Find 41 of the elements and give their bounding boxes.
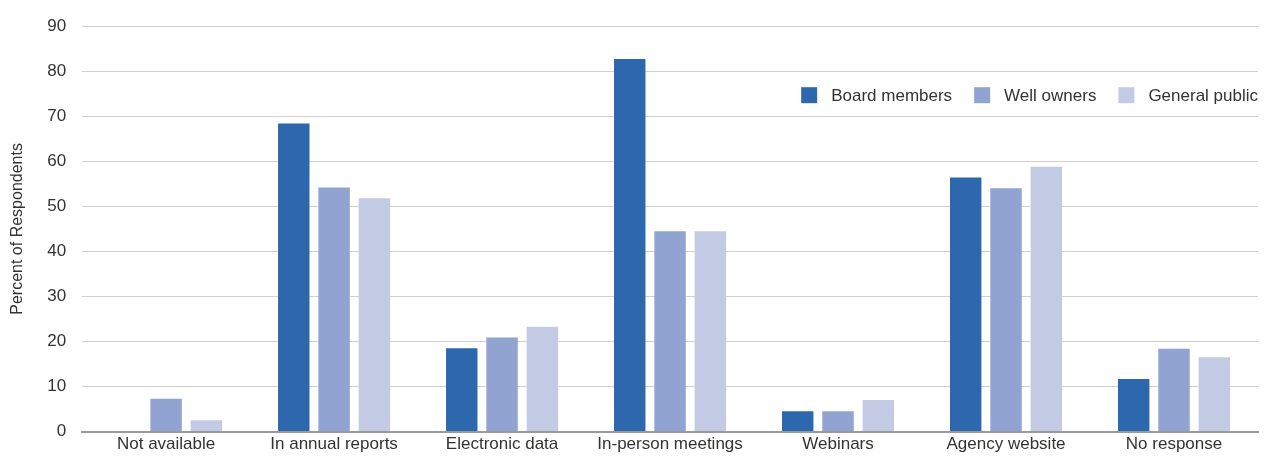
y-tick-label: 10 xyxy=(47,376,67,396)
x-tick-label: In-person meetings xyxy=(597,434,743,454)
y-tick-label: 90 xyxy=(47,15,67,35)
bar xyxy=(822,411,854,432)
x-tick-label: No response xyxy=(1125,434,1223,454)
x-tick-label: Webinars xyxy=(802,434,874,454)
bar xyxy=(1030,166,1063,432)
bar xyxy=(782,411,814,432)
y-tick-label: 60 xyxy=(47,151,67,171)
y-tick-label: 0 xyxy=(56,421,67,441)
y-tick-label: 70 xyxy=(47,105,67,125)
y-tick-label: 40 xyxy=(47,241,67,261)
bar xyxy=(949,177,982,432)
bar xyxy=(278,123,310,432)
bar xyxy=(1158,348,1190,432)
y-tick-label: 30 xyxy=(47,286,67,306)
x-tick-label: Agency website xyxy=(946,434,1066,454)
y-tick-label: 50 xyxy=(47,196,67,216)
bar xyxy=(526,326,559,432)
bar xyxy=(150,398,182,432)
legend-label: General public xyxy=(1148,85,1259,105)
legend-label: Board members xyxy=(831,85,953,105)
bar xyxy=(654,231,686,432)
bar xyxy=(486,337,518,432)
bar xyxy=(614,59,646,432)
y-axis-title: Percent of Respondents xyxy=(8,143,26,315)
y-tick-label: 20 xyxy=(47,331,67,351)
bar xyxy=(190,420,223,432)
bar xyxy=(1117,378,1150,432)
x-tick-label: In annual reports xyxy=(270,434,398,454)
y-tick-label: 80 xyxy=(47,60,67,80)
bar xyxy=(862,400,895,432)
x-tick-label: Electronic data xyxy=(445,434,559,454)
bar xyxy=(990,188,1022,432)
x-tick-label: Not available xyxy=(116,434,216,454)
bar xyxy=(318,187,350,432)
legend-label: Well owners xyxy=(1004,85,1097,105)
bar xyxy=(1198,357,1231,432)
bar xyxy=(358,198,391,432)
bar xyxy=(694,231,727,432)
bar xyxy=(446,348,478,432)
